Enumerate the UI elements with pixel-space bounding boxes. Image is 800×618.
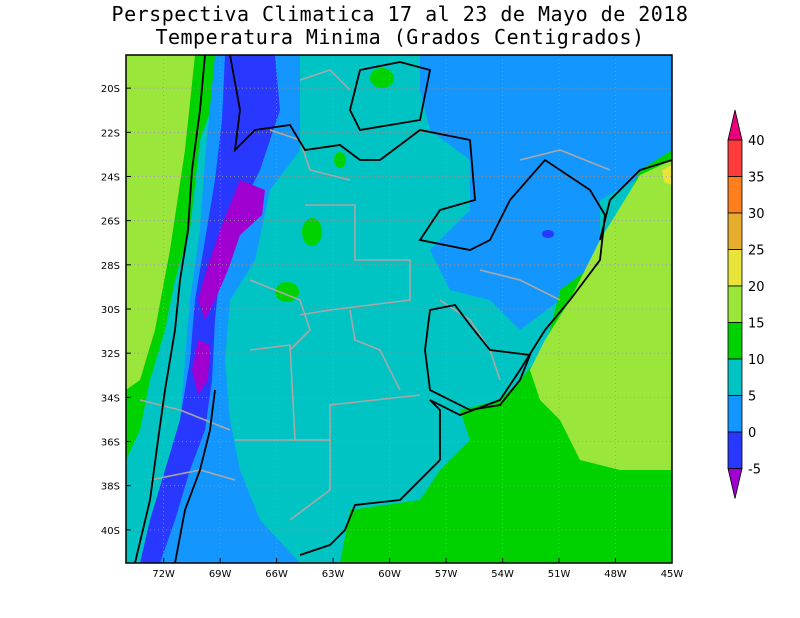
colorbar-swatch	[727, 395, 743, 433]
colorbar-label: 20	[748, 280, 765, 295]
colorbar-label: 25	[748, 244, 765, 259]
lon-label: 48W	[604, 569, 627, 580]
colorbar-label: 0	[748, 426, 756, 441]
colorbar-swatch	[727, 431, 743, 469]
colorbar-label: 40	[748, 134, 765, 149]
colorbar-swatch	[727, 249, 743, 287]
colorbar-label: -5	[748, 463, 761, 478]
lon-label: 45W	[661, 569, 684, 580]
lat-label: 20S	[101, 84, 120, 95]
country-borders	[134, 55, 672, 563]
lat-label: 22S	[101, 128, 120, 139]
lat-label: 26S	[101, 217, 120, 228]
lon-label: 57W	[435, 569, 458, 580]
field-15-20-atlantic	[530, 160, 672, 470]
lon-label: 51W	[548, 569, 571, 580]
lat-label: 40S	[101, 526, 120, 537]
lon-label: 60W	[378, 569, 401, 580]
colorbar-bottom-arrow	[727, 468, 743, 499]
colorbar-label: 5	[748, 390, 756, 405]
field-0-5-northeast	[420, 55, 672, 330]
temperature-field	[126, 55, 672, 563]
colorbar-label: 35	[748, 171, 765, 186]
colorbar-top-arrow	[727, 109, 743, 141]
lat-label: 34S	[101, 393, 120, 404]
lat-label: 38S	[101, 482, 120, 493]
lat-label: 24S	[101, 172, 120, 183]
lat-label: 36S	[101, 438, 120, 449]
longitude-labels: 72W 69W 66W 63W 60W 57W 54W 51W 48W 45W	[152, 558, 683, 580]
colorbar-swatch	[727, 358, 743, 396]
field-20-25-patch	[662, 165, 672, 185]
colorbar-swatch	[727, 212, 743, 250]
colorbar-swatch	[727, 285, 743, 323]
colorbar-label: 30	[748, 207, 765, 222]
lat-label: 28S	[101, 261, 120, 272]
lon-label: 54W	[491, 569, 514, 580]
latitude-labels: 20S 22S 24S 26S 28S 30S 32S 34S 36S 38S 40S	[101, 84, 131, 537]
colorbar-swatch	[727, 139, 743, 177]
lon-label: 69W	[209, 569, 232, 580]
colorbar-swatch	[727, 176, 743, 214]
colorbar-label: 15	[748, 317, 765, 332]
colorbar-swatch	[727, 322, 743, 360]
lat-label: 30S	[101, 305, 120, 316]
map-title-line2: Temperatura Minima (Grados Centigrados)	[155, 25, 645, 49]
field-15-20-pacific	[126, 55, 195, 390]
lon-label: 72W	[152, 569, 175, 580]
lon-label: 66W	[265, 569, 288, 580]
map-title-line1: Perspectiva Climatica 17 al 23 de Mayo d…	[111, 2, 689, 26]
province-borders	[139, 69, 611, 521]
lat-label: 32S	[101, 349, 120, 360]
colorbar: 40 35 30 25 20 15 10 5 0 -5	[727, 109, 765, 499]
colorbar-label: 10	[748, 353, 765, 368]
lon-label: 63W	[322, 569, 345, 580]
field-below-minus5	[198, 180, 265, 320]
